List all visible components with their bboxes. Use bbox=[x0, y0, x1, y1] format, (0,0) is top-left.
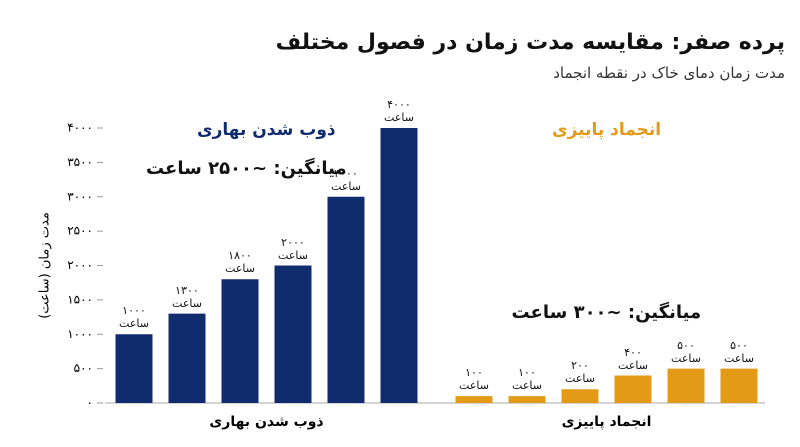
bar bbox=[561, 389, 599, 403]
bar bbox=[614, 375, 652, 403]
value-label: ۱۸۰۰ ساعت bbox=[225, 249, 255, 276]
average-annotation: میانگین: ~۳۰۰ ساعت bbox=[511, 302, 702, 323]
chart-title: پرده صفر: مقایسه مدت زمان در فصول مختلف bbox=[275, 30, 785, 55]
average-annotation: میانگین: ~۲۵۰۰ ساعت bbox=[146, 158, 347, 179]
bar bbox=[221, 279, 259, 403]
value-label: ۴۰۰۰ ساعت bbox=[384, 98, 414, 124]
value-label: ۲۰۰ ساعت bbox=[565, 359, 595, 386]
bar bbox=[274, 265, 312, 403]
group-heading: ذوب شدن بهاری bbox=[197, 120, 336, 140]
y-tick-label: ۳۰۰۰ bbox=[67, 189, 93, 203]
value-label: ۵۰۰ ساعت bbox=[724, 338, 754, 365]
y-tick-label: ۱۵۰۰ bbox=[67, 292, 93, 306]
bar bbox=[508, 396, 546, 403]
bar bbox=[115, 334, 153, 403]
value-label: ۲۰۰۰ ساعت bbox=[278, 235, 308, 262]
y-tick-label: ۲۵۰۰ bbox=[67, 224, 93, 238]
y-tick-label: ۰ bbox=[87, 396, 93, 410]
bar bbox=[327, 196, 365, 403]
y-tick-label: ۱۰۰۰ bbox=[67, 327, 93, 341]
y-axis-label: مدت زمان (ساعت) bbox=[38, 212, 53, 319]
value-label: ۱۰۰ ساعت bbox=[512, 366, 542, 393]
y-tick-label: ۲۰۰۰ bbox=[67, 258, 93, 272]
x-tick-label: انجماد پاییزی bbox=[562, 414, 652, 430]
chart-subtitle: مدت زمان دمای خاک در نقطه انجماد bbox=[553, 64, 785, 82]
y-tick-label: ۴۰۰۰ bbox=[67, 121, 93, 135]
value-label: ۱۰۰ ساعت bbox=[459, 366, 489, 393]
bar bbox=[720, 368, 758, 403]
value-label: ۱۰۰۰ ساعت bbox=[119, 304, 149, 331]
value-label: ۴۰۰ ساعت bbox=[618, 345, 648, 372]
bar bbox=[455, 396, 493, 403]
bar bbox=[168, 313, 206, 403]
group-heading: انجماد پاییزی bbox=[552, 120, 662, 140]
bar bbox=[667, 368, 705, 403]
x-tick-label: ذوب شدن بهاری bbox=[209, 414, 323, 430]
value-label: ۱۳۰۰ ساعت bbox=[172, 283, 202, 310]
bar bbox=[380, 128, 418, 403]
y-tick-label: ۳۵۰۰ bbox=[67, 155, 93, 169]
value-label: ۵۰۰ ساعت bbox=[671, 338, 701, 365]
y-tick-label: ۵۰۰ bbox=[74, 361, 93, 375]
value-label: ۳۰۰۰ ساعت bbox=[331, 166, 361, 193]
